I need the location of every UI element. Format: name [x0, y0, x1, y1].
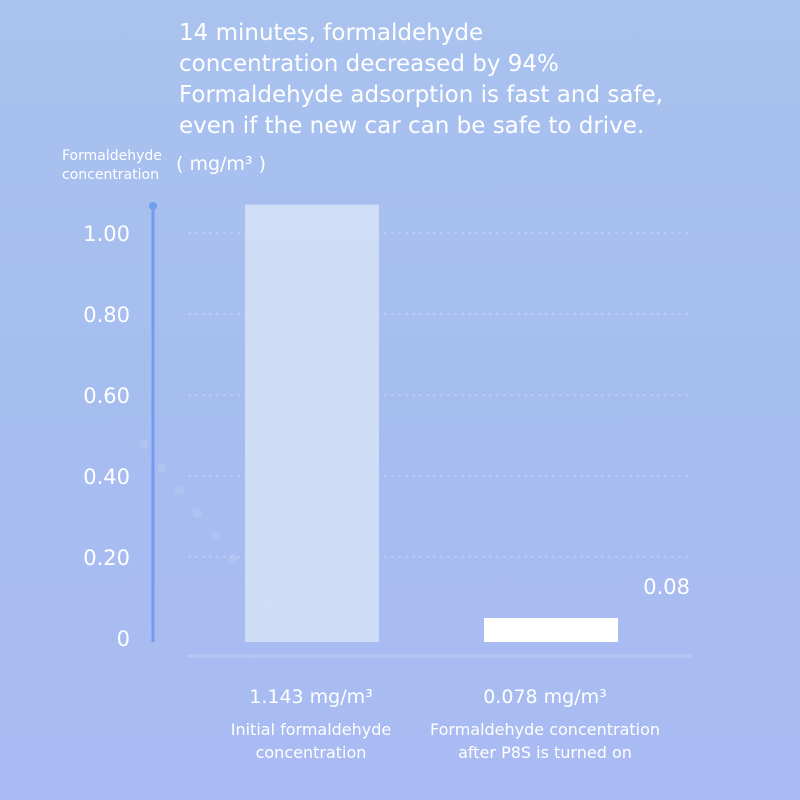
y-tick-labels: 0 0.20 0.40 0.60 0.80 1.00: [83, 222, 130, 651]
bar-value-label-initial: 1.143 mg/m³: [249, 686, 373, 708]
chart-title: 14 minutes, formaldehyde concentration d…: [179, 18, 779, 142]
bar-after: [484, 618, 618, 642]
reference-line-label: 0.08: [643, 575, 690, 599]
y-axis-title: Formaldehyde concentration: [62, 147, 162, 185]
y-tick-label: 0.80: [83, 303, 130, 327]
category-label-after: 0.078 mg/m³ Formaldehyde concentration a…: [420, 684, 670, 764]
reference-line-group: 0.08: [183, 575, 695, 658]
y-tick-label: 0.60: [83, 384, 130, 408]
y-tick-label: 1.00: [83, 222, 130, 246]
y-axis-title-line-2: concentration: [62, 167, 159, 183]
y-tick-label: 0: [117, 627, 130, 651]
y-axis-unit: ( mg/m³ ): [176, 153, 266, 175]
bars: [245, 204, 618, 642]
category-label-initial: 1.143 mg/m³ Initial formaldehyde concent…: [200, 684, 422, 764]
y-tick-label: 0.20: [83, 546, 130, 570]
title-line-1: 14 minutes, formaldehyde: [179, 20, 484, 46]
y-axis: [149, 202, 157, 642]
bar-value-label-after: 0.078 mg/m³: [483, 686, 607, 708]
bar-initial: [245, 204, 379, 642]
title-line-4: even if the new car can be safe to drive…: [179, 113, 645, 139]
title-line-2: concentration decreased by 94%: [179, 51, 559, 77]
title-line-3: Formaldehyde adsorption is fast and safe…: [179, 82, 663, 108]
y-axis-title-line-1: Formaldehyde: [62, 148, 162, 164]
y-tick-label: 0.40: [83, 465, 130, 489]
category-name-initial: Initial formaldehyde concentration: [230, 720, 392, 762]
y-axis-end-dot: [149, 202, 157, 210]
category-name-after: Formaldehyde concentration after P8S is …: [429, 720, 661, 762]
